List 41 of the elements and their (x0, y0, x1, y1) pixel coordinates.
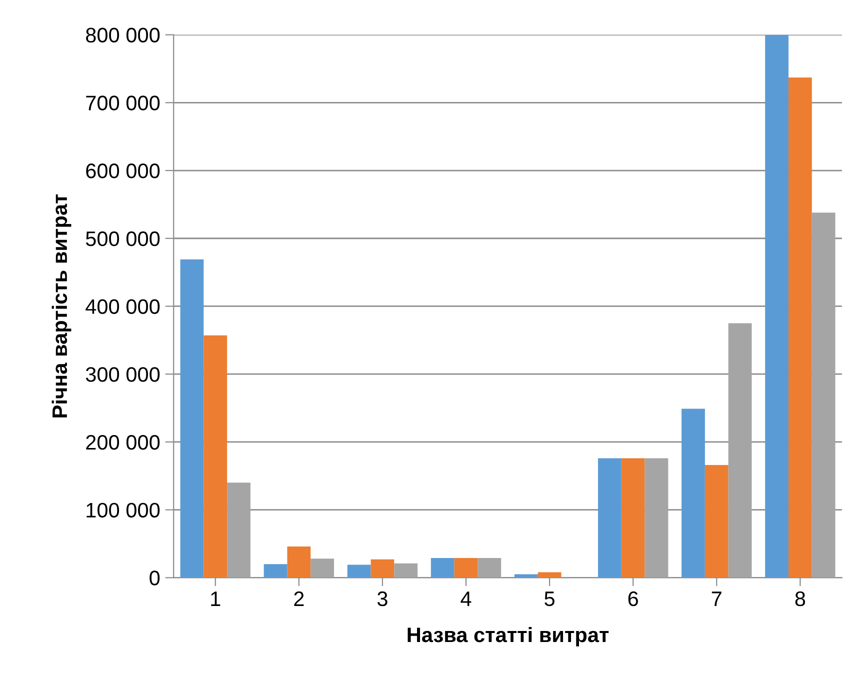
bar (621, 458, 645, 578)
x-tick-label: 2 (294, 591, 304, 606)
bar (704, 465, 728, 578)
bar (812, 212, 836, 578)
x-tick-label: 3 (377, 591, 388, 606)
y-tick-label: 0 (150, 570, 160, 586)
y-tick-label: 100 000 (86, 502, 160, 518)
bar (394, 563, 418, 578)
bar (310, 558, 334, 578)
bar (478, 558, 502, 578)
bar (227, 482, 250, 578)
x-tick-label: 8 (795, 591, 806, 606)
x-tick-label: 1 (211, 592, 220, 606)
bar (765, 34, 788, 578)
y-tick-label: 300 000 (86, 367, 160, 382)
bar (454, 558, 478, 578)
x-tick-label: 5 (544, 592, 554, 606)
y-axis-title: Річна вартість витрат (52, 194, 72, 418)
x-tick-label: 7 (712, 592, 722, 606)
bar (682, 408, 705, 578)
bar (644, 458, 668, 578)
x-axis-title: Назва статті витрат (408, 626, 609, 646)
bar (204, 335, 228, 578)
y-tick-label: 400 000 (86, 299, 160, 314)
bar (430, 558, 454, 578)
bar (788, 78, 812, 578)
y-tick-label: 700 000 (86, 96, 160, 110)
x-tick-label: 6 (628, 591, 638, 606)
bar (264, 564, 288, 578)
y-tick-label: 600 000 (86, 164, 160, 178)
y-tick-label: 500 000 (86, 231, 160, 246)
bar (538, 572, 562, 578)
bar (287, 546, 311, 578)
x-tick-label: 4 (460, 592, 472, 606)
bar (347, 564, 371, 578)
bar (370, 559, 394, 578)
y-tick-label: 800 000 (86, 28, 160, 43)
bar (180, 259, 204, 578)
bar (598, 458, 622, 578)
bar (728, 323, 752, 578)
y-tick-label: 200 000 (86, 434, 160, 450)
